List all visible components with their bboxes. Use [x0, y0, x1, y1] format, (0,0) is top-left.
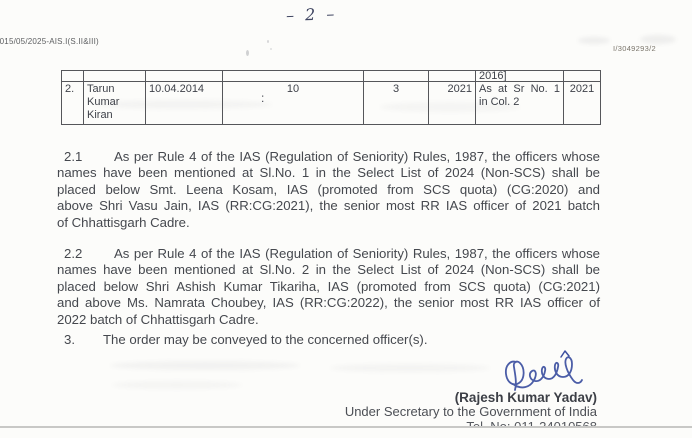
table-cell-officer-name: Tarun Kumar Kiran	[83, 81, 146, 125]
paragraph-3: 3. The order may be conveyed to the conce…	[57, 332, 600, 348]
table-cell-year: 2021	[428, 81, 476, 125]
paragraph-line: placed below Shri Ashish Kumar Tikariha,…	[57, 278, 600, 294]
scan-speck	[267, 40, 269, 43]
table-cell	[222, 70, 364, 82]
file-reference-number: 3015/05/2025-AIS.I(S.II&III)	[0, 37, 99, 46]
table-cell-serial: 2.	[61, 81, 84, 125]
paragraph-line: above Shri Vasu Jain, IAS (RR:CG:2021), …	[57, 198, 600, 214]
table-cell-remark: As at Sr No. 1 in Col. 2	[475, 81, 564, 125]
signatory-name: (Rajesh Kumar Yadav)	[454, 390, 597, 405]
table-cell-year: 2021	[563, 81, 601, 125]
table-cell	[428, 70, 476, 82]
table-cell-date: 10.04.2014	[145, 81, 223, 125]
table-cell	[145, 70, 223, 82]
remark-line: As at Sr No. 1	[479, 83, 560, 95]
table-cell	[61, 70, 84, 82]
table-row: 2. Tarun Kumar Kiran 10.04.2014 10 3 202…	[61, 81, 601, 125]
paragraph-line: names have been mentioned at Sl.No. 2 in…	[57, 262, 600, 278]
scan-speck	[270, 48, 272, 50]
paragraph-line: 2022 batch of Chhattisgarh Cadre.	[57, 311, 259, 327]
signatory-phone: Tel. No: 011-24010568	[466, 419, 597, 427]
table-row: 2016]	[61, 70, 601, 82]
signatory-designation: Under Secretary to the Government of Ind…	[344, 404, 597, 419]
paragraph-number: 2.1	[64, 149, 83, 164]
page-scan-edge-line	[0, 426, 692, 428]
table-cell	[363, 70, 429, 82]
handwritten-page-number: – 2 –	[285, 4, 338, 25]
ghost-bleedthrough	[110, 361, 300, 370]
table-cell	[563, 70, 601, 82]
paragraph-text: As per Rule 4 of the IAS (Regulation of …	[114, 149, 600, 164]
table-cell-carryover-note: 2016]	[475, 70, 564, 82]
ghost-bleedthrough	[330, 364, 490, 372]
seniority-table: 2016] 2. Tarun Kumar Kiran 10.04.2014 10…	[61, 70, 601, 125]
paragraph-2-2: 2.2 As per Rule 4 of the IAS (Regulation …	[57, 246, 600, 328]
paragraph-text: As per Rule 4 of the IAS (Regulation of …	[114, 246, 600, 261]
scan-smudge	[640, 35, 676, 44]
scan-speck	[246, 50, 249, 56]
remark-line: in Col. 2	[479, 96, 520, 108]
paragraph-line: 3. The order may be conveyed to the conce…	[57, 332, 600, 348]
paragraph-line: placed below Smt. Leena Kosam, IAS (prom…	[57, 181, 600, 197]
scan-smudge	[578, 37, 610, 44]
paragraph-text: The order may be conveyed to the concern…	[103, 332, 428, 347]
paragraph-line: and above Ms. Namrata Choubey, IAS (RR:C…	[57, 295, 600, 311]
stray-colon-mark: :	[261, 91, 265, 105]
paragraph-number: 2.2	[64, 246, 83, 261]
paragraph-line: 2.1 As per Rule 4 of the IAS (Regulation …	[57, 149, 600, 165]
dispatch-id-number: I/3049293/2	[613, 44, 656, 53]
scan-area: – 2 – 3015/05/2025-AIS.I(S.II&III) I/304…	[0, 4, 676, 427]
table-cell-number: 3	[363, 81, 429, 125]
paragraph-line: of Chhattisgarh Cadre.	[57, 214, 190, 230]
paragraph-number: 3.	[64, 332, 75, 347]
table-cell-number: 10	[222, 81, 364, 125]
paragraph-2-1: 2.1 As per Rule 4 of the IAS (Regulation …	[57, 149, 600, 231]
paragraph-line: names have been mentioned at Sl.No. 1 in…	[57, 165, 600, 181]
signature-block: (Rajesh Kumar Yadav) Under Secretary to …	[345, 391, 597, 427]
table-cell	[83, 70, 146, 82]
ghost-bleedthrough	[112, 381, 242, 389]
paragraph-line: 2.2 As per Rule 4 of the IAS (Regulation …	[57, 246, 600, 262]
signature-scrawl	[504, 350, 583, 391]
